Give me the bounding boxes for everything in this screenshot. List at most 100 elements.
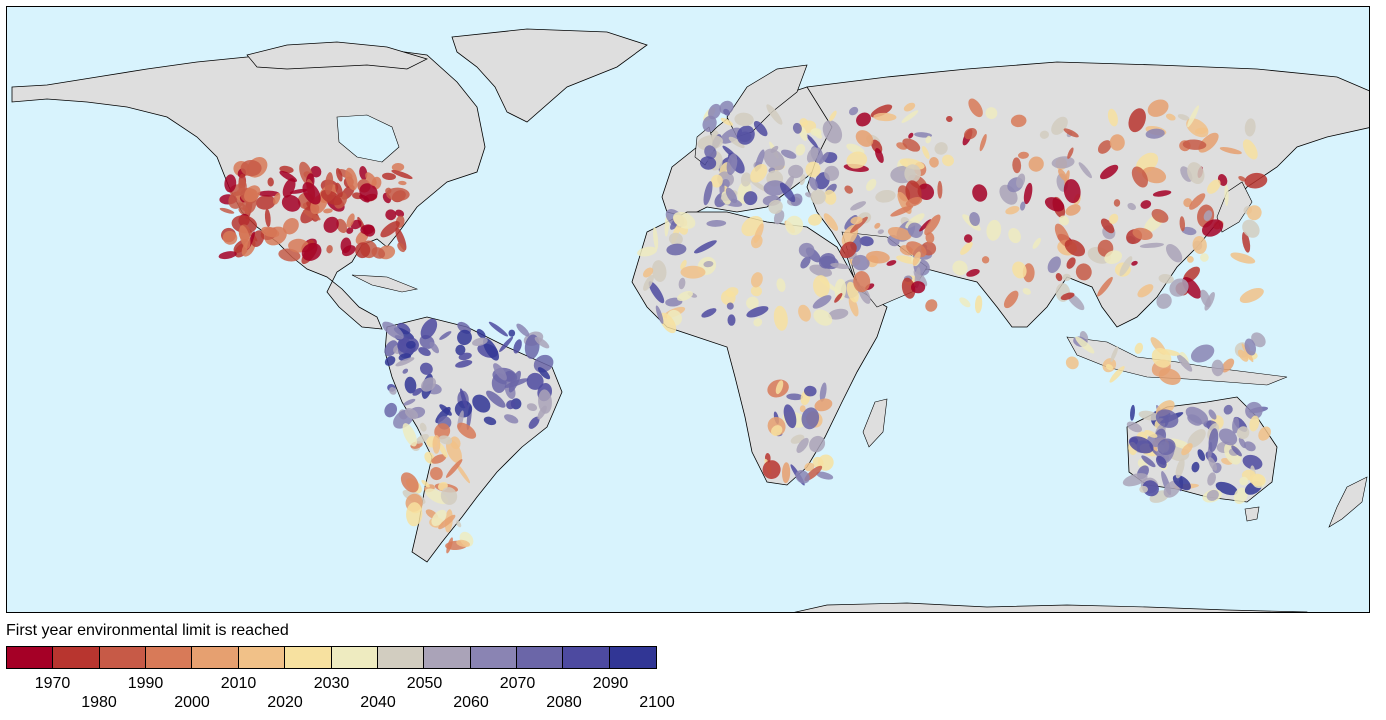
basin-patch <box>937 180 943 199</box>
basin-patch <box>365 172 377 186</box>
basin-patch <box>694 240 717 254</box>
basin-patch <box>1236 426 1250 440</box>
basin-patch <box>1237 349 1249 362</box>
basin-patch <box>335 168 343 182</box>
basin-patch <box>963 234 973 243</box>
basin-patch <box>788 164 804 179</box>
basin-patch <box>395 357 415 367</box>
basin-patch <box>1064 239 1086 257</box>
basin-patch <box>824 165 840 181</box>
basin-patch <box>1242 454 1263 470</box>
basin-patch <box>537 405 547 420</box>
basin-patch <box>762 460 781 479</box>
basin-patch <box>538 389 552 414</box>
basin-patch <box>397 242 406 253</box>
basin-patch <box>924 214 941 236</box>
legend-tick-label: 2020 <box>267 694 303 711</box>
basin-patch <box>455 344 466 356</box>
basin-patch <box>1200 289 1211 308</box>
legend-tick-label: 2060 <box>453 694 489 711</box>
basin-patch <box>267 177 274 187</box>
basin-patch <box>483 416 497 426</box>
basin-patch <box>1113 199 1121 207</box>
land-layer <box>11 28 1369 612</box>
tasmania <box>1244 506 1260 522</box>
basin-patch <box>257 190 280 197</box>
basin-patch <box>874 222 881 229</box>
basin-patch <box>750 163 768 183</box>
basin-patch <box>904 164 921 183</box>
basin-patch <box>1010 114 1027 128</box>
basin-patch <box>273 192 281 205</box>
basin-patch <box>335 182 343 198</box>
basin-patch <box>1244 172 1268 189</box>
basin-patch <box>808 213 822 226</box>
basin-patch <box>906 241 927 258</box>
basin-patch <box>1242 231 1251 253</box>
basin-patch <box>804 385 817 397</box>
basin-patch <box>1078 162 1092 179</box>
basin-patch <box>526 403 538 411</box>
basin-patch <box>455 462 471 484</box>
basin-patch <box>783 404 797 429</box>
basin-patch <box>445 459 463 478</box>
basin-patch <box>753 120 768 137</box>
basin-patch <box>1224 184 1229 207</box>
basin-patch <box>486 390 506 408</box>
basin-patch <box>703 181 713 206</box>
basin-patch <box>1020 201 1026 211</box>
basin-patch <box>439 331 452 340</box>
basin-patch <box>456 539 470 548</box>
legend-tick-label: 1990 <box>127 675 164 692</box>
basin-patch <box>813 309 833 326</box>
legend-swatch <box>285 647 332 668</box>
basin-patch <box>1128 108 1146 133</box>
basin-patch <box>750 285 762 297</box>
basin-patch <box>810 189 826 205</box>
basin-patch <box>808 177 818 191</box>
basin-patch <box>261 226 280 238</box>
basin-patch <box>830 263 850 269</box>
basin-patch <box>834 278 847 301</box>
basin-patch <box>643 267 654 278</box>
basin-patch <box>1169 278 1189 297</box>
basin-patch <box>493 363 507 381</box>
basin-patch <box>398 180 407 186</box>
basin-patch <box>799 118 809 127</box>
basin-patch <box>1258 426 1271 441</box>
basin-patch <box>1187 105 1200 128</box>
basin-patch <box>415 433 429 444</box>
basin-patch <box>1242 139 1258 160</box>
legend-swatch <box>53 647 100 668</box>
basin-patch <box>855 130 874 147</box>
basin-patch <box>1063 128 1079 138</box>
basin-patch <box>1059 215 1069 226</box>
basin-patch <box>905 197 923 207</box>
basin-patch <box>727 314 736 326</box>
basin-patch <box>1208 457 1218 471</box>
basin-patch <box>1107 108 1118 127</box>
basin-patch <box>812 456 824 469</box>
basin-patch <box>925 299 938 312</box>
basin-patch <box>1221 358 1235 373</box>
basin-patch <box>710 174 723 188</box>
basin-patch <box>734 112 754 127</box>
basin-patch <box>303 210 321 221</box>
basin-patch <box>420 362 433 375</box>
basin-patch <box>1105 364 1114 371</box>
basin-patch <box>1142 480 1159 497</box>
basin-patch <box>1119 256 1133 277</box>
basin-patch <box>856 112 871 127</box>
basin-patch <box>404 376 417 394</box>
basin-patch <box>1197 449 1206 461</box>
basin-patch <box>680 259 687 270</box>
basin-patch <box>643 274 654 291</box>
basin-patch <box>964 127 977 140</box>
basin-patch <box>875 189 896 203</box>
basin-patch <box>386 187 410 202</box>
legend-tick-label: 2080 <box>546 694 582 711</box>
basin-patch <box>323 216 339 233</box>
basin-patch <box>952 260 968 276</box>
basin-patch <box>1138 410 1160 421</box>
new-zealand <box>1328 476 1368 528</box>
